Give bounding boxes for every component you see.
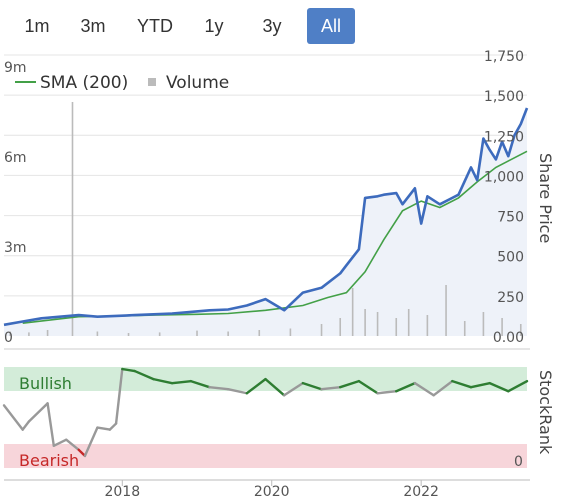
volume-axis-ticks: 0 3m 6m 9m xyxy=(4,60,27,346)
volume-bar xyxy=(96,331,99,336)
x-tick-label: 2018 xyxy=(104,484,140,498)
range-button-3m[interactable]: 3m xyxy=(80,16,106,36)
volume-bar xyxy=(445,285,447,336)
stockrank-segment xyxy=(65,438,80,452)
price-tick-label: 1,750 xyxy=(484,49,524,65)
volume-bar xyxy=(395,318,398,336)
volume-tick-label: 0 xyxy=(4,330,13,346)
volume-bar xyxy=(364,309,366,336)
volume-bar xyxy=(158,332,161,336)
stockrank-segment xyxy=(170,379,192,385)
stockrank-segment xyxy=(357,379,379,395)
volume-tick-label: 3m xyxy=(4,240,27,256)
volume-bar xyxy=(227,331,229,336)
stockrank-segment xyxy=(108,422,118,431)
price-tick-label: 750 xyxy=(497,210,524,226)
stockrank-segment xyxy=(339,379,361,389)
range-button-ytd[interactable]: YTD xyxy=(137,16,173,36)
stockrank-segment xyxy=(189,379,211,389)
volume-bar xyxy=(519,324,522,336)
volume-bar xyxy=(463,321,466,336)
stockrank-segment xyxy=(21,420,31,431)
stockrank-segment xyxy=(77,448,87,458)
range-button-3y[interactable]: 3y xyxy=(262,16,282,36)
bearish-label: Bearish xyxy=(19,451,79,470)
stockrank-segment xyxy=(46,402,56,447)
volume-bar xyxy=(351,288,354,336)
range-button-1y[interactable]: 1y xyxy=(204,16,224,36)
stockrank-segment xyxy=(208,386,230,391)
chart-legend[interactable]: SMA (200) Volume xyxy=(15,73,229,93)
stockrank-segment xyxy=(27,402,49,423)
stockrank-line xyxy=(2,367,529,458)
range-button-all[interactable]: All xyxy=(307,8,355,44)
volume-legend-label: Volume xyxy=(166,73,229,93)
stockrank-segment xyxy=(133,369,155,381)
stockrank-segment xyxy=(52,438,68,447)
bearish-band xyxy=(4,444,527,468)
bullish-label: Bullish xyxy=(19,374,72,393)
stockrank-segment xyxy=(282,381,305,397)
volume-bar xyxy=(71,102,74,336)
stockrank-segment xyxy=(152,377,174,385)
stockrank-segment xyxy=(488,381,510,393)
stockrank-segment xyxy=(376,390,398,395)
x-tick-label: 2022 xyxy=(403,484,439,498)
x-tick-label: 2020 xyxy=(254,484,290,498)
price-tick-label: 1,000 xyxy=(484,169,524,185)
stockrank-segment xyxy=(451,379,473,389)
stockrank-segment xyxy=(96,426,112,431)
price-area-fill xyxy=(4,108,527,336)
price-tick-label: 250 xyxy=(497,290,524,306)
volume-bar xyxy=(289,328,292,336)
stockrank-axis-title: StockRank xyxy=(536,370,555,455)
stockrank-segment xyxy=(432,379,454,397)
stockrank-segment xyxy=(226,388,249,395)
volume-bar xyxy=(501,318,503,336)
stockrank-segment xyxy=(2,404,24,431)
stockrank-segment xyxy=(320,386,342,391)
volume-bar xyxy=(196,330,198,336)
volume-bar xyxy=(46,330,49,336)
price-line xyxy=(3,107,529,327)
volume-bar xyxy=(482,312,485,336)
stockrank-segment xyxy=(83,426,99,458)
volume-tick-label: 6m xyxy=(4,150,27,166)
volume-bar xyxy=(320,324,323,336)
price-tick-label: 500 xyxy=(497,250,524,266)
volume-bar xyxy=(426,315,429,336)
stockrank-segment xyxy=(413,381,435,397)
volume-tick-label: 9m xyxy=(4,60,27,76)
sma-legend-label: SMA (200) xyxy=(40,73,128,93)
stockrank-tick-0: 0 xyxy=(514,454,523,470)
stockrank-segment xyxy=(469,381,491,389)
price-axis-title: Share Price xyxy=(536,153,555,243)
volume-bar xyxy=(9,331,12,336)
stockrank-segment xyxy=(114,367,124,425)
x-axis-ticks: 2018 2020 2022 xyxy=(104,480,439,498)
volume-bar xyxy=(28,332,30,336)
price-tick-label: 1,250 xyxy=(484,129,524,145)
stockrank-segment xyxy=(301,381,323,391)
volume-legend-swatch xyxy=(148,78,156,86)
stockrank-segment xyxy=(121,367,136,373)
price-axis-ticks: 0.00 250 500 750 1,000 1,250 1,500 1,750 xyxy=(484,49,524,346)
volume-bars xyxy=(9,102,522,336)
volume-bar xyxy=(376,312,379,336)
volume-bar xyxy=(258,330,261,336)
volume-bar xyxy=(127,333,130,336)
volume-bar xyxy=(339,318,342,336)
stockrank-segment xyxy=(395,381,417,393)
stockrank-segment xyxy=(245,377,267,395)
price-tick-label: 0.00 xyxy=(493,330,524,346)
stockrank-segment xyxy=(507,379,529,393)
volume-bar xyxy=(407,309,410,336)
stockrank-segment xyxy=(264,377,286,397)
price-tick-label: 1,500 xyxy=(484,89,524,105)
range-button-1m[interactable]: 1m xyxy=(24,16,50,36)
